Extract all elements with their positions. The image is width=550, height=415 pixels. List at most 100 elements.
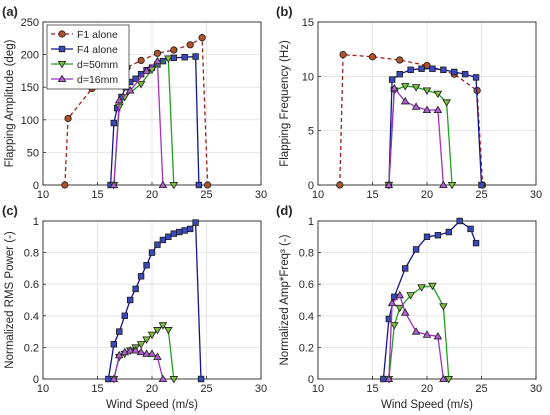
data-point — [127, 296, 134, 304]
series-d-16mm — [384, 290, 448, 382]
data-point — [198, 34, 206, 42]
data-point — [417, 284, 426, 292]
data-point — [439, 374, 448, 382]
y-axis-label: Flapping Amplitude (deg) — [4, 39, 16, 167]
data-point — [395, 304, 405, 313]
x-axis-label: Wind Speed (m/s) — [381, 399, 473, 411]
panel-label: (b) — [276, 4, 293, 19]
x-tick-label: 30 — [255, 189, 267, 201]
x-axis-label: Wind Speed (m/s) — [106, 399, 198, 411]
data-point — [170, 230, 177, 237]
legend-marker — [57, 74, 67, 82]
data-point — [433, 105, 443, 114]
data-point — [336, 181, 344, 189]
x-tick-label: 15 — [91, 189, 103, 201]
data-point — [125, 86, 135, 94]
data-point — [395, 290, 405, 299]
data-point — [406, 292, 415, 300]
data-point — [186, 225, 194, 233]
y-tick-label: 0.2 — [24, 342, 39, 354]
x-tick-label: 20 — [146, 383, 158, 395]
data-point — [192, 219, 199, 226]
data-point — [433, 90, 443, 99]
y-axis-label: Flapping Frequency (Hz) — [279, 40, 291, 167]
data-point — [181, 227, 188, 234]
data-point — [368, 53, 377, 61]
series-f4-alone — [105, 219, 205, 383]
x-tick-label: 25 — [475, 383, 487, 395]
series-d-16mm — [384, 83, 448, 188]
data-point — [136, 80, 146, 89]
data-point — [422, 105, 432, 114]
x-tick-label: 20 — [421, 189, 433, 201]
series-line — [339, 53, 484, 186]
data-point — [153, 352, 162, 360]
data-point — [388, 76, 396, 83]
data-point — [158, 180, 168, 188]
series-line — [113, 59, 164, 186]
data-point — [64, 114, 72, 123]
data-point — [147, 331, 157, 340]
data-point — [412, 246, 420, 253]
legend-marker — [58, 45, 66, 53]
data-point — [105, 375, 112, 383]
x-tick-label: 25 — [475, 189, 487, 201]
data-point — [164, 327, 173, 335]
data-point — [418, 65, 425, 72]
data-point — [411, 102, 421, 110]
data-point — [137, 273, 145, 280]
y-tick-label: 0.4 — [24, 311, 39, 323]
data-point — [447, 182, 457, 190]
y-tick-label: 0 — [308, 180, 314, 192]
data-point — [153, 327, 162, 335]
y-tick-label: 250 — [21, 17, 39, 29]
data-point — [396, 56, 404, 64]
y-tick-label: 10 — [302, 71, 314, 83]
data-point — [159, 236, 167, 244]
legend-entry: F4 alone — [77, 44, 118, 56]
data-point — [440, 66, 447, 74]
data-point — [401, 265, 409, 272]
y-tick-label: 150 — [21, 82, 39, 94]
data-point — [428, 282, 437, 291]
data-point — [165, 233, 172, 240]
data-point — [423, 61, 431, 70]
y-tick-label: 0.8 — [24, 248, 39, 260]
data-point — [176, 228, 183, 236]
x-tick-label: 15 — [366, 383, 378, 395]
data-point — [164, 55, 173, 63]
legend-entry: d=50mm — [77, 59, 118, 71]
data-point — [195, 181, 203, 189]
x-tick-label: 10 — [312, 189, 324, 201]
data-point — [132, 285, 139, 293]
panel-3: 10 15 20 25 30 0 0.2 0.4 0.6 0.8 1 (c) Normalized RM… — [2, 203, 267, 411]
data-point — [472, 74, 480, 81]
data-point — [422, 330, 432, 338]
data-point — [169, 376, 179, 384]
y-axis-label: Normalized Amp*Freq³ (-) — [279, 234, 291, 365]
data-point — [422, 87, 432, 95]
data-point — [429, 65, 436, 72]
data-point — [154, 241, 161, 248]
y-tick-label: 1 — [33, 216, 39, 228]
data-point — [147, 66, 157, 74]
x-tick-label: 15 — [366, 189, 378, 201]
panel-4: 10 15 20 25 30 0 0.2 0.4 0.6 0.8 1 (d) Normalized Am… — [276, 203, 542, 411]
data-point — [181, 54, 188, 61]
x-tick-label: 20 — [146, 189, 158, 201]
data-point — [142, 66, 151, 74]
data-point — [109, 374, 119, 382]
data-point — [390, 83, 399, 92]
series-f4-alone — [385, 65, 485, 189]
data-point — [137, 56, 145, 65]
data-point — [444, 376, 454, 384]
data-point — [158, 322, 168, 330]
data-point — [442, 99, 451, 107]
y-tick-label: 0.4 — [299, 311, 314, 323]
y-tick-label: 100 — [21, 115, 39, 127]
data-point — [132, 75, 139, 82]
data-point — [61, 181, 69, 189]
x-tick-label: 25 — [200, 189, 212, 201]
data-point — [158, 374, 168, 382]
data-point — [433, 331, 443, 340]
